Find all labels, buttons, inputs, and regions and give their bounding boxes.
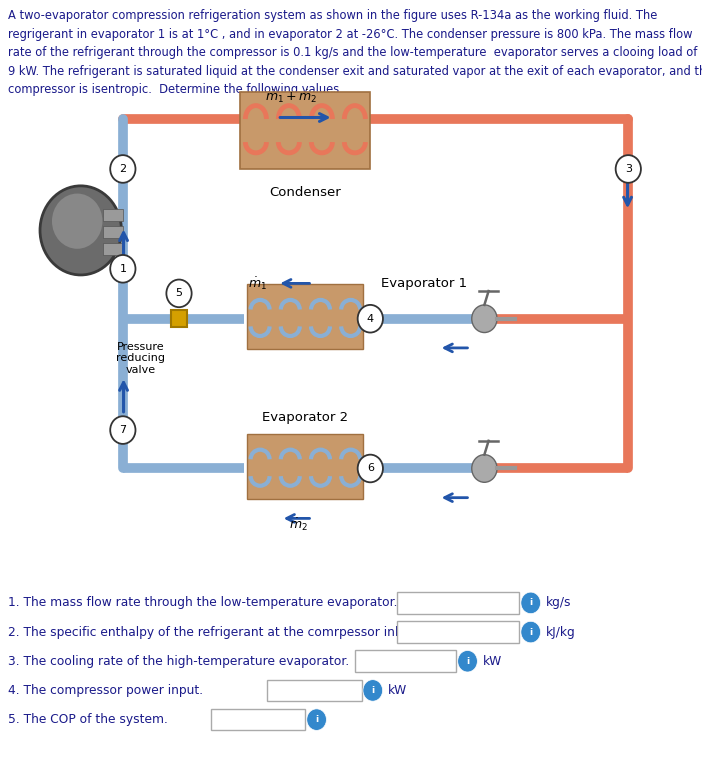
Circle shape (110, 255, 135, 283)
Text: i: i (529, 627, 532, 637)
Text: Condenser: Condenser (270, 186, 341, 199)
Text: 3. The cooling rate of the high-temperature evaporator.: 3. The cooling rate of the high-temperat… (8, 655, 350, 667)
Bar (103, 209, 123, 221)
Text: i: i (371, 686, 374, 695)
Bar (247, 434, 364, 499)
Text: 7: 7 (119, 425, 126, 435)
Circle shape (357, 455, 383, 482)
Circle shape (52, 194, 102, 249)
Text: kW: kW (388, 684, 407, 697)
Circle shape (616, 155, 641, 183)
Text: 2. The specific enthalpy of the refrigerant at the comrpessor inlet.: 2. The specific enthalpy of the refriger… (8, 626, 415, 638)
Text: Pressure
reducing
valve: Pressure reducing valve (116, 342, 165, 375)
FancyBboxPatch shape (397, 592, 519, 614)
Text: kg/s: kg/s (546, 597, 571, 609)
Circle shape (521, 621, 541, 643)
Circle shape (472, 305, 497, 333)
FancyBboxPatch shape (267, 680, 362, 701)
Bar (241, 92, 371, 169)
Text: A two-evaporator compression refrigeration system as shown in the figure uses R-: A two-evaporator compression refrigerati… (8, 9, 702, 96)
Text: 6: 6 (367, 463, 373, 474)
Circle shape (521, 592, 541, 614)
Circle shape (110, 155, 135, 183)
Text: i: i (315, 715, 318, 724)
Text: 5: 5 (176, 288, 183, 299)
Text: $\dot{m}_1$: $\dot{m}_1$ (248, 275, 267, 292)
Text: 5. The COP of the system.: 5. The COP of the system. (8, 713, 168, 726)
Bar (247, 284, 364, 349)
FancyBboxPatch shape (355, 650, 456, 672)
FancyBboxPatch shape (397, 621, 519, 643)
FancyBboxPatch shape (211, 709, 305, 730)
Text: $\dot{m}_1 + \dot{m}_2$: $\dot{m}_1 + \dot{m}_2$ (265, 88, 317, 105)
Text: 4: 4 (366, 313, 374, 324)
Text: $\dot{m}_2$: $\dot{m}_2$ (289, 516, 307, 533)
Text: 1: 1 (119, 263, 126, 274)
Text: i: i (529, 598, 532, 607)
Text: 4. The compressor power input.: 4. The compressor power input. (8, 684, 204, 697)
Circle shape (166, 280, 192, 307)
Text: 2: 2 (119, 164, 126, 174)
Text: Evaporator 2: Evaporator 2 (263, 411, 348, 424)
Text: kJ/kg: kJ/kg (546, 626, 576, 638)
Text: 1. The mass flow rate through the low-temperature evaporator.: 1. The mass flow rate through the low-te… (8, 597, 398, 609)
Circle shape (363, 680, 383, 701)
Circle shape (472, 455, 497, 482)
Bar (103, 243, 123, 255)
Circle shape (110, 416, 135, 444)
Text: kW: kW (483, 655, 502, 667)
Bar (171, 310, 187, 327)
Bar (103, 226, 123, 238)
Text: i: i (466, 657, 469, 666)
Text: Evaporator 1: Evaporator 1 (380, 277, 467, 290)
Circle shape (307, 709, 326, 730)
Text: 3: 3 (625, 164, 632, 174)
Circle shape (40, 186, 121, 275)
Circle shape (458, 650, 477, 672)
Circle shape (357, 305, 383, 333)
